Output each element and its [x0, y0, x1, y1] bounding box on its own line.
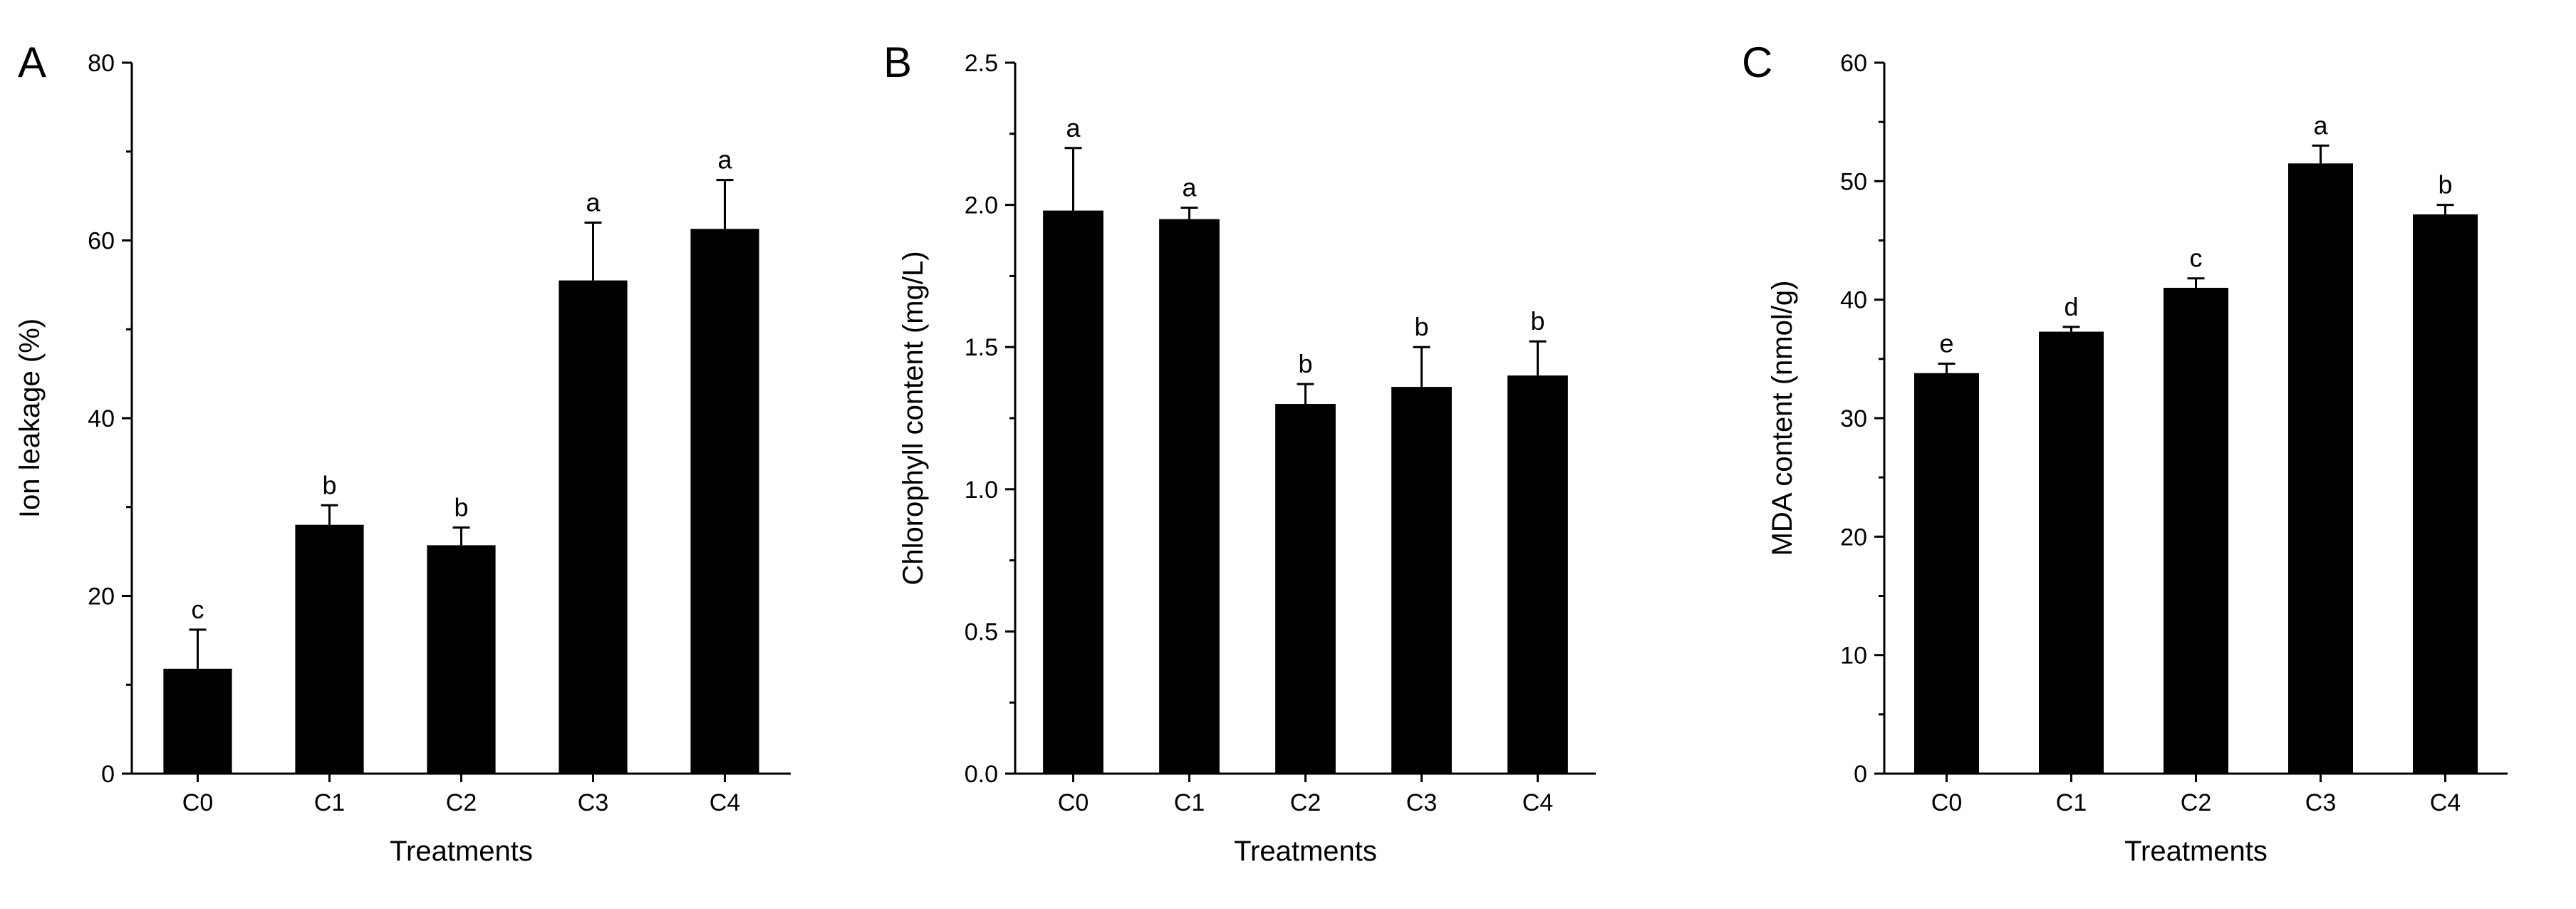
panel-letter: B: [883, 38, 912, 86]
x-tick-label: C3: [578, 789, 608, 816]
bar-c0: [1043, 210, 1103, 774]
x-axis-title: Treatments: [1234, 836, 1377, 867]
bar-c2: [427, 545, 496, 774]
significance-label-c1: a: [1182, 173, 1197, 202]
significance-label-c3: a: [2313, 110, 2328, 140]
x-tick-label: C0: [182, 789, 213, 816]
significance-label-c4: a: [717, 145, 732, 175]
bar-c3: [1391, 387, 1452, 774]
significance-label-c1: b: [322, 470, 336, 499]
x-tick-label: C3: [2305, 789, 2336, 816]
chart-panel-c: Ce C0 d C1 c C2 a C3 b C4 0 10 20 30 40 50 60 Treatments M…: [1742, 38, 2508, 867]
panel-letter: A: [18, 38, 46, 86]
y-tick-label: 2.5: [965, 50, 998, 77]
bar-c0: [1914, 373, 1979, 774]
bar-c4: [2413, 214, 2478, 774]
y-tick-label: 1.5: [965, 334, 998, 361]
y-tick-label: 50: [1840, 168, 1867, 195]
y-tick-label: 80: [88, 50, 115, 77]
significance-label-c2: b: [454, 492, 468, 521]
bar-c0: [163, 668, 232, 774]
y-axis-title: Ion leakage (%): [14, 318, 46, 518]
significance-label-c0: c: [192, 595, 204, 624]
significance-label-c2: c: [2190, 244, 2203, 273]
y-axis-title: MDA content (nmol/g): [1767, 281, 1798, 556]
y-tick-label: 60: [88, 228, 115, 255]
bar-c4: [690, 229, 759, 774]
x-tick-label: C1: [1174, 789, 1205, 816]
y-tick-label: 0: [101, 761, 115, 788]
y-tick-label: 20: [88, 583, 115, 611]
chart-panel-b: Ba C0 a C1 b C2 b C3 b C4 0.0 0.5 1.0 1.5 2.0 2.5 Treatm…: [883, 38, 1596, 867]
significance-label-c0: a: [1066, 113, 1081, 142]
y-tick-label: 20: [1840, 524, 1867, 551]
x-tick-label: C3: [1406, 789, 1437, 816]
bar-c3: [2288, 163, 2353, 774]
significance-label-c0: e: [1939, 328, 1953, 358]
bar-c1: [2039, 331, 2104, 774]
significance-label-c3: b: [1414, 312, 1428, 341]
x-tick-label: C2: [1290, 789, 1321, 816]
panel-letter: C: [1742, 38, 1772, 86]
bar-c2: [1275, 404, 1336, 774]
y-tick-label: 10: [1840, 643, 1867, 670]
chart-panel-a: Ac C0 b C1 b C2 a C3 a C4 0 20 40 60 80 Treatments Ion l…: [14, 38, 791, 867]
x-tick-label: C1: [2056, 789, 2087, 816]
x-tick-label: C4: [1522, 789, 1553, 816]
significance-label-c4: b: [2438, 170, 2452, 199]
x-tick-label: C2: [446, 789, 477, 816]
bar-c1: [1159, 219, 1220, 774]
bar-c3: [559, 280, 628, 774]
bar-c4: [1507, 375, 1568, 774]
significance-label-c3: a: [586, 188, 601, 217]
significance-label-c2: b: [1298, 349, 1312, 378]
x-tick-label: C1: [314, 789, 345, 816]
x-tick-label: C0: [1931, 789, 1962, 816]
significance-label-c4: b: [1530, 306, 1544, 336]
x-tick-label: C2: [2181, 789, 2211, 816]
y-tick-label: 0.0: [965, 761, 998, 788]
x-axis-title: Treatments: [2124, 836, 2268, 867]
y-tick-label: 2.0: [965, 192, 998, 219]
y-tick-label: 0: [1854, 761, 1867, 788]
x-tick-label: C4: [2430, 789, 2461, 816]
significance-label-c1: d: [2064, 292, 2078, 321]
y-tick-label: 40: [1840, 287, 1867, 314]
y-tick-label: 30: [1840, 405, 1867, 432]
x-tick-label: C4: [710, 789, 740, 816]
bar-c2: [2164, 288, 2228, 774]
y-axis-title: Chlorophyll content (mg/L): [898, 251, 929, 585]
y-tick-label: 40: [88, 405, 115, 432]
x-tick-label: C0: [1058, 789, 1089, 816]
x-axis-title: Treatments: [390, 836, 533, 867]
bar-c1: [295, 524, 364, 774]
y-tick-label: 1.0: [965, 477, 998, 504]
y-tick-label: 60: [1840, 50, 1867, 77]
y-tick-label: 0.5: [965, 618, 998, 645]
